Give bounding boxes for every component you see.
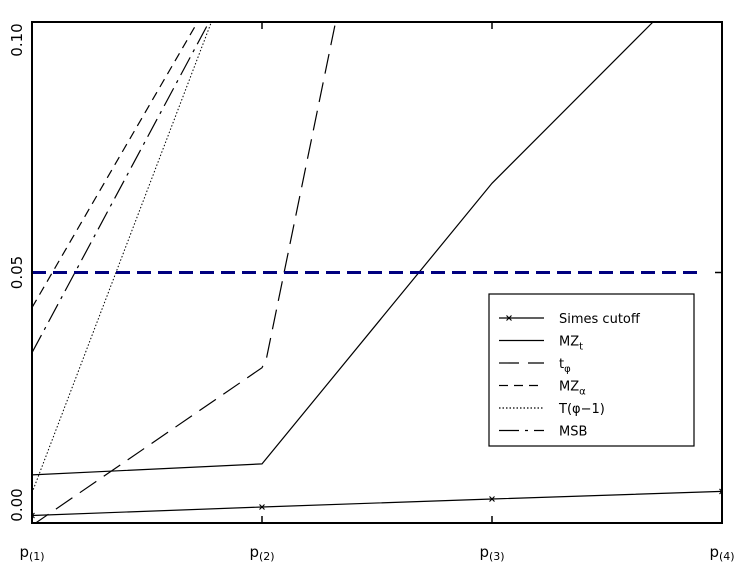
series-marker-0 xyxy=(719,488,722,495)
legend-label-5: MSB xyxy=(559,425,587,440)
legend-label-1: MZt xyxy=(559,335,583,353)
series-line-3 xyxy=(32,22,199,308)
legend-label-0: Simes cutoff xyxy=(559,312,641,327)
plot-frame xyxy=(31,21,723,524)
legend-marker-0 xyxy=(506,315,512,321)
x-tick-label: p(4) xyxy=(709,543,734,563)
y-tick-label: 0.05 xyxy=(8,256,26,289)
legend: Simes cutoff MZt tφ MZα T(φ−1) MSB xyxy=(488,293,695,447)
legend-box xyxy=(488,293,695,447)
x-tick-label: p(2) xyxy=(249,543,274,563)
series-marker-0 xyxy=(489,496,495,502)
series-marker-0 xyxy=(32,512,35,519)
series-line-4 xyxy=(32,22,212,494)
legend-label-4: T(φ−1) xyxy=(558,402,605,417)
x-tick-label: p(3) xyxy=(479,543,504,563)
series-line-5 xyxy=(32,22,210,353)
chart-series-layer xyxy=(32,22,722,523)
series-line-1 xyxy=(32,22,654,476)
y-tick-label: 0.10 xyxy=(8,23,26,56)
legend-label-2: tφ xyxy=(559,357,571,375)
series-marker-0 xyxy=(259,504,265,510)
chart-ticks-layer: p(1) p(2) p(3) p(4) 0.00 0.05 0.10 xyxy=(8,21,735,563)
x-tick-label: p(1) xyxy=(19,543,44,563)
y-tick-label: 0.00 xyxy=(8,488,26,521)
legend-label-3: MZα xyxy=(559,380,586,398)
series-line-0 xyxy=(32,490,722,517)
